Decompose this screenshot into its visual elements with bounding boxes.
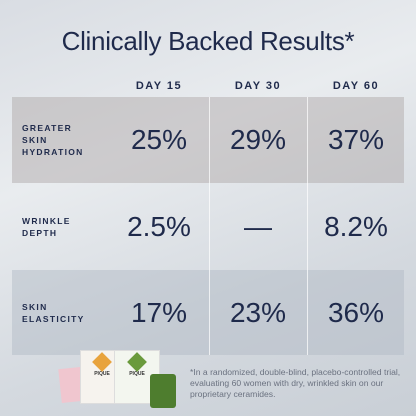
- cell-value: 25%: [130, 124, 188, 155]
- cell-value: 2.5%: [127, 210, 191, 242]
- row-label: SKIN ELASTICITY: [22, 301, 85, 325]
- label-line: SKIN: [22, 301, 48, 312]
- cell-value: 29%: [229, 124, 287, 155]
- label-line: WRINKLE: [22, 215, 71, 226]
- divider: [307, 97, 308, 355]
- product-cup: [150, 374, 176, 408]
- brand: PIQUE: [129, 371, 145, 377]
- label-line: GREATER: [22, 123, 73, 133]
- column-header: DAY 60: [332, 80, 380, 92]
- brand: PIQUE: [94, 371, 110, 377]
- title: Clinically Backed Results*: [61, 26, 355, 56]
- label-line: HYDRATION: [22, 147, 84, 157]
- label-line: DEPTH: [22, 227, 58, 238]
- divider: [209, 97, 210, 355]
- column-header: DAY 15: [135, 80, 183, 92]
- footnote: *In a randomized, double-blind, placebo-…: [190, 367, 401, 399]
- row-label: WRINKLE DEPTH: [22, 215, 71, 239]
- row-label: GREATER SKIN HYDRATION: [22, 122, 84, 158]
- cell-value: 37%: [327, 124, 385, 155]
- label-line: ELASTICITY: [22, 313, 85, 324]
- table-row: WRINKLE DEPTH 2.5% — 8.2%: [12, 183, 404, 270]
- label-line: SKIN: [22, 135, 48, 145]
- table-row: SKIN ELASTICITY 17% 23% 36%: [12, 270, 404, 355]
- cell-value: 36%: [327, 296, 385, 328]
- cell-value: 23%: [229, 296, 287, 328]
- table-row: GREATER SKIN HYDRATION 25% 29% 37%: [12, 97, 404, 183]
- cell-value: —: [244, 210, 272, 242]
- cell-value: 17%: [130, 296, 188, 328]
- cell-value: 8.2%: [324, 210, 388, 242]
- column-header: DAY 30: [234, 80, 282, 92]
